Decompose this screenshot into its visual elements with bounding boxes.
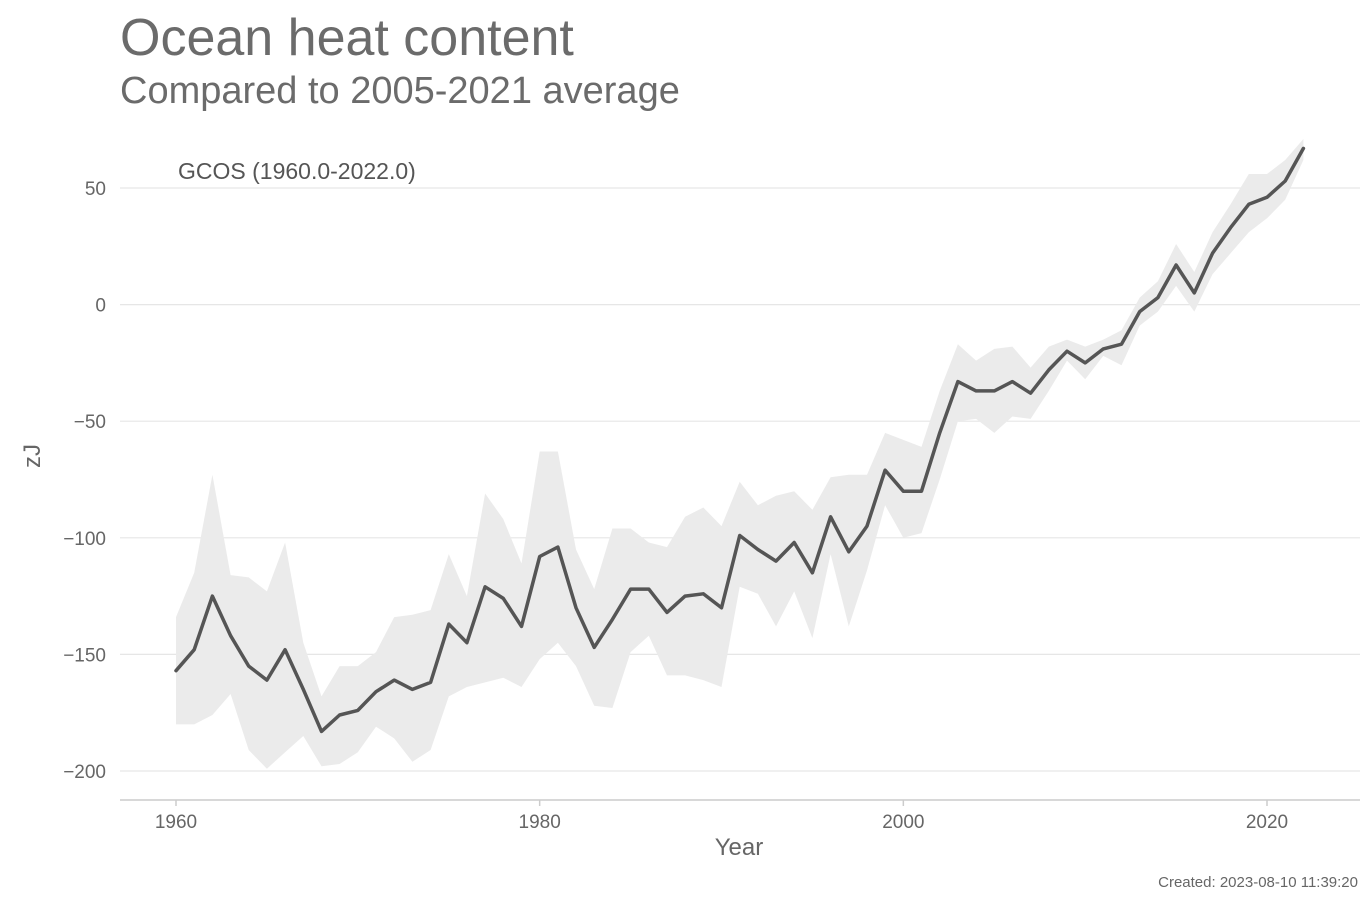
- x-tick-label: 2020: [1246, 812, 1288, 833]
- y-axis-label: zJ: [19, 444, 46, 468]
- tick-labels: 50 0 −50 −100 −150 −200 1960 1980 2000 2020: [63, 179, 1288, 833]
- y-tick-label: 0: [95, 296, 106, 317]
- gridlines: [120, 187, 1360, 772]
- y-tick-label: 50: [85, 179, 106, 200]
- y-tick-label: −150: [63, 645, 106, 666]
- x-tick-label: 1960: [155, 812, 197, 833]
- x-tick-label: 1980: [519, 812, 561, 833]
- series-line: [174, 146, 1306, 734]
- axes: [120, 799, 1360, 806]
- uncertainty-band-group: [176, 139, 1304, 769]
- y-tick-label: −50: [74, 412, 106, 433]
- x-tick-label: 2000: [882, 812, 924, 833]
- chart-title: Ocean heat content: [120, 9, 574, 67]
- series-line-group: [174, 146, 1306, 734]
- dataset-annotation: GCOS (1960.0-2022.0): [178, 158, 416, 184]
- uncertainty-band: [176, 139, 1304, 769]
- created-timestamp: Created: 2023-08-10 11:39:20: [1158, 874, 1358, 891]
- y-tick-label: −100: [63, 529, 106, 550]
- y-tick-label: −200: [63, 762, 106, 783]
- chart-subtitle: Compared to 2005-2021 average: [120, 70, 680, 112]
- x-axis-label: Year: [715, 834, 764, 861]
